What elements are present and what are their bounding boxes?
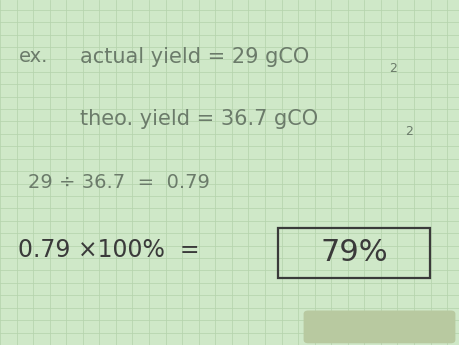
Text: theo. yield = 36.7 gCO: theo. yield = 36.7 gCO <box>80 109 318 129</box>
Text: ex.: ex. <box>18 47 48 67</box>
Text: 2: 2 <box>388 62 396 76</box>
Text: 2: 2 <box>404 125 412 138</box>
Bar <box>278 228 429 278</box>
Text: 79%: 79% <box>319 238 387 267</box>
Text: 29 ÷ 36.7  =  0.79: 29 ÷ 36.7 = 0.79 <box>28 173 209 193</box>
Text: actual yield = 29 gCO: actual yield = 29 gCO <box>80 47 309 67</box>
Text: 0.79 ×100%  =: 0.79 ×100% = <box>18 238 200 262</box>
FancyBboxPatch shape <box>303 310 454 343</box>
Text: How: How <box>347 321 377 334</box>
Text: wiki: wiki <box>317 321 341 334</box>
